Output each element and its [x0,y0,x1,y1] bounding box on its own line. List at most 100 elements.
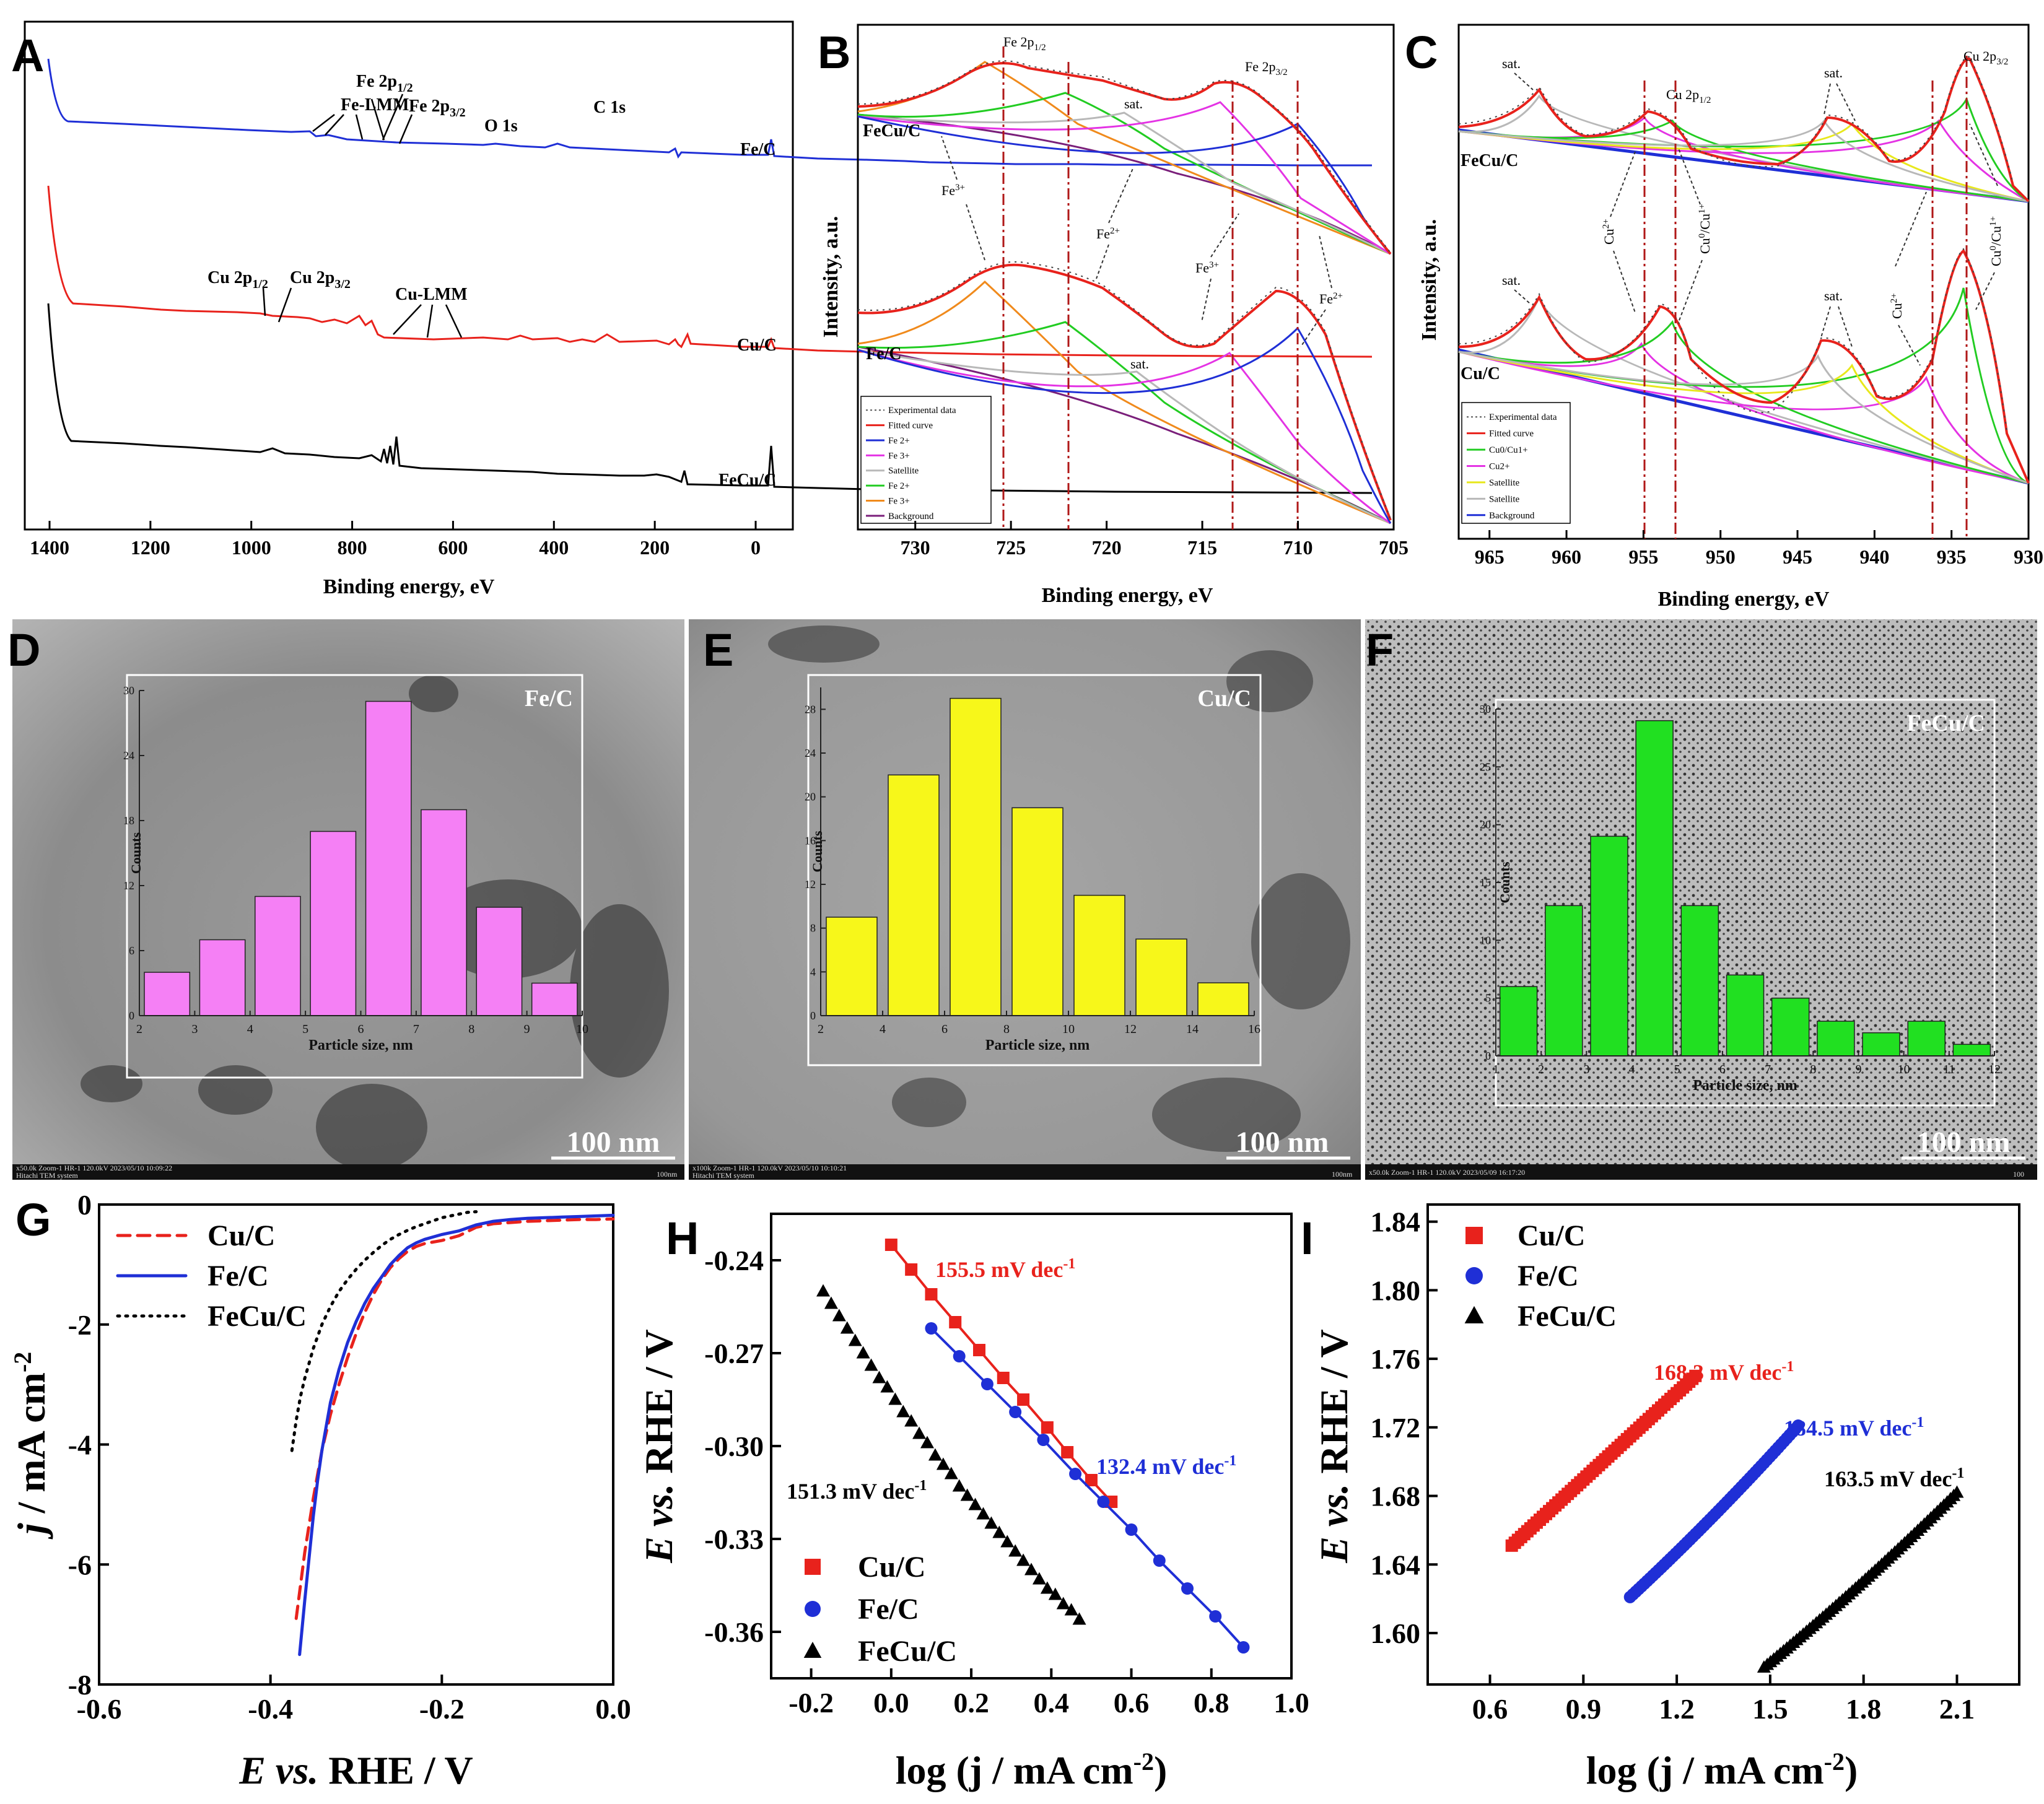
x-tick-label: 7 [1765,1063,1771,1076]
label-fe2p32: Fe 2p [409,97,450,116]
data-point [803,1642,822,1658]
legend-entry: Experimental data [888,406,956,416]
svg-text:Fe3+: Fe3+ [1195,260,1219,276]
label-c1s: C 1s [593,98,626,117]
series-label-c-fecu: FeCu/C [1461,151,1518,170]
histogram-sample-label: Fe/C [525,686,573,712]
x-tick-label: 8 [1810,1063,1816,1076]
x-axis-b: 730 725 720 715 710 705 [901,521,1409,559]
x-tick-label: 935 [1937,546,1967,568]
y-tick-label: 5 [1485,992,1491,1004]
y-tick-label: 20 [805,791,816,803]
data-point [856,1346,870,1359]
y-tick-label: -2 [68,1309,92,1341]
histogram-bar [1545,905,1583,1057]
legend-h: Cu/C Fe/C FeCu/C [803,1551,957,1668]
histogram-bar [255,895,301,1016]
x-tick-label: 9 [1855,1063,1861,1076]
y-tick-label: 0 [77,1189,92,1221]
y-tick-label: 24 [805,747,816,759]
label-cu2p32: Cu 2p [290,268,334,287]
x-tick-label: 705 [1379,536,1409,559]
x-tick-label: 1000 [232,536,271,559]
x-tick-label: 955 [1628,546,1658,568]
legend-entry: Cu0/Cu1+ [1489,445,1528,455]
panel-d: x50.0k Zoom-1 HR-1 120.0kV 2023/05/10 10… [7,619,684,1180]
series-line [298,1213,615,1657]
data-point [1040,1581,1054,1594]
x-tick-label: 1.0 [1273,1687,1309,1719]
data-point [896,1405,911,1418]
data-point [832,1309,846,1322]
label-sat-b2: sat. [1130,356,1149,372]
series-label-fe: Fe/C [740,140,776,159]
data-point [949,1316,962,1328]
data-point [1209,1610,1222,1623]
data-point [1056,1597,1070,1610]
data-point [925,1322,938,1335]
panel-c: C Intensity, a.u. sat. sat. sat. sat. Cu… [1405,24,2043,611]
y-tick-label: 12 [805,878,816,891]
svg-text:Cu 2p1/2: Cu 2p1/2 [1666,87,1711,105]
panel-label-a: A [11,30,44,81]
legend-entry: FeCu/C [858,1635,957,1668]
histogram-bar [1952,1044,1991,1057]
data-point [960,1488,974,1501]
x-axis-title-h: log (j / mA cm-2) [896,1748,1168,1792]
x-tick-label: 14 [1186,1022,1199,1036]
y-tick-label: -0.24 [704,1245,764,1276]
x-axis-title-i: log (j / mA cm-2) [1586,1748,1858,1792]
label-sat-c2: sat. [1824,65,1843,81]
y-tick-label: 0 [129,1009,134,1022]
data-point [976,1507,990,1520]
y-axis-title-g: j / mA cm-2 [9,1352,53,1540]
x-tick-label: 1.2 [1659,1693,1695,1725]
x-tick-label: 2 [136,1022,142,1036]
data-point [1024,1562,1038,1575]
x-tick-label: 16 [1248,1022,1260,1036]
histogram-bar [1680,905,1719,1057]
histogram-bar [888,774,940,1016]
histogram-bar [1771,997,1810,1057]
y-tick-label: 0 [1485,1050,1491,1062]
histogram-sample-label: Cu/C [1197,686,1251,712]
panel-label-h: H [666,1213,699,1264]
slope-label: 132.4 mV dec-1 [1096,1453,1236,1479]
label-cu2p12: Cu 2p [207,268,252,287]
panel-label-i: I [1301,1213,1314,1264]
legend-entry: Fitted curve [1489,429,1534,439]
data-point [1125,1523,1138,1536]
xps-cu-fits [1458,56,2030,485]
slope-label: 151.3 mV dec-1 [787,1478,927,1504]
y-tick-label: 6 [129,944,134,957]
panel-label-g: G [15,1194,51,1245]
x-tick-label: 0.8 [1194,1687,1229,1719]
legend-entry: FeCu/C [1518,1300,1617,1333]
svg-text:100 nm: 100 nm [1236,1126,1329,1159]
data-point [944,1466,958,1479]
label-cu2p32-c: Cu 2p [1963,48,1996,64]
x-tick-label: 1.5 [1752,1693,1788,1725]
x-tick-label: 0.6 [1472,1693,1508,1725]
svg-text:Cu 2p1/2: Cu 2p1/2 [207,268,268,291]
legend-entry: Background [1489,511,1535,521]
data-point [1048,1587,1062,1600]
legend-entry: Cu/C [858,1551,925,1584]
data-point [1950,1485,1964,1498]
x-tick-label: 3 [1583,1063,1589,1076]
data-point [805,1601,821,1617]
plot-frame [24,20,794,531]
svg-text:100 nm: 100 nm [1917,1126,2011,1159]
x-tick-label: 2 [1538,1063,1544,1076]
legend-entry: Experimental data [1489,412,1557,422]
label-fe2p32-b: Fe 2p [1245,59,1276,74]
histogram-x-title: Particle size, nm [308,1037,413,1053]
data-point [1689,1369,1702,1382]
panel-b-annotations: Fe 2p1/2 Fe 2p3/2 sat. sat. Fe3+ Fe2+ Fe… [863,34,1343,372]
y-tick-label: 30 [1480,703,1491,715]
y-tick-label: 18 [123,814,134,827]
x-tick-label: 4 [247,1022,253,1036]
data-point [888,1392,902,1405]
